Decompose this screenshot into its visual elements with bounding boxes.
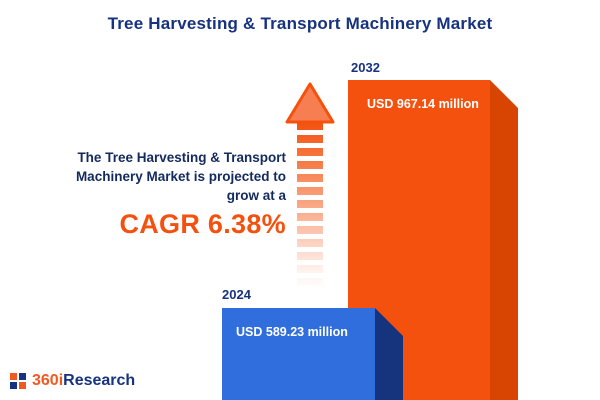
logo-square: [10, 382, 17, 389]
logo-square: [10, 373, 17, 380]
bar-2024-side: [375, 308, 403, 400]
cagr-value: CAGR 6.38%: [119, 209, 286, 239]
logo-square: [19, 373, 26, 380]
bar-value-2032: USD 967.14 million: [367, 97, 479, 111]
logo-text-prefix: 360i: [32, 372, 64, 389]
annotation-line-1: The Tree Harvesting & Transport: [77, 150, 286, 165]
bar-2024-front: [222, 308, 375, 400]
logo-square: [19, 382, 26, 389]
logo-squares-icon: [10, 373, 26, 389]
year-label-2032: 2032: [351, 60, 380, 75]
bar-2032-side: [490, 80, 518, 400]
arrow-head-icon: [285, 82, 335, 124]
page-title: Tree Harvesting & Transport Machinery Ma…: [107, 14, 493, 33]
annotation-line-2: Machinery Market is projected to: [75, 169, 286, 184]
growth-up-arrow-icon: [284, 82, 336, 292]
arrow-shaft-stripes: [297, 122, 323, 290]
annotation-line-3: grow at a: [226, 188, 286, 203]
logo-text: 360iResearch: [32, 372, 135, 390]
annotation-text: The Tree Harvesting & Transport Machiner…: [20, 148, 286, 239]
logo-text-suffix: Research: [63, 372, 136, 389]
year-label-2024: 2024: [222, 287, 251, 302]
logo: 360iResearch: [10, 372, 135, 390]
bar-value-2024: USD 589.23 million: [236, 325, 348, 339]
